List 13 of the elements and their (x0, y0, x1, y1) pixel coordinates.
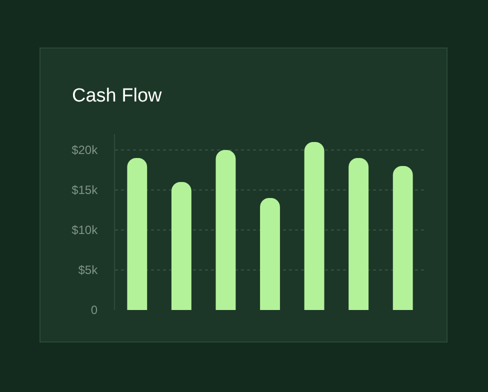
bar (304, 142, 324, 310)
bar (260, 198, 280, 310)
y-tick-label: 0 (90, 303, 98, 318)
bar (392, 166, 413, 310)
bar (216, 150, 236, 310)
y-tick-label: $20k (72, 143, 99, 158)
bar (171, 182, 192, 310)
y-tick-label: $5k (78, 263, 99, 278)
y-tick-label: $10k (72, 223, 99, 238)
bar (127, 158, 148, 310)
bar (348, 158, 369, 310)
y-tick-label: $15k (72, 183, 99, 198)
chart-title: Cash Flow (72, 86, 162, 107)
